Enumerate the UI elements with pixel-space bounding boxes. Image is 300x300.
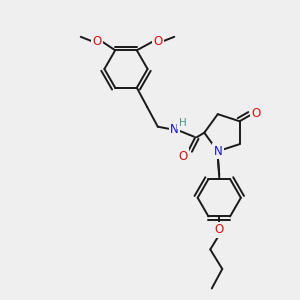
Text: H: H [179, 118, 187, 128]
Text: O: O [93, 35, 102, 48]
Text: N: N [213, 145, 222, 158]
Text: O: O [251, 107, 261, 120]
Text: O: O [179, 150, 188, 163]
Text: O: O [214, 224, 224, 236]
Text: O: O [153, 35, 162, 48]
Text: N: N [170, 123, 179, 136]
